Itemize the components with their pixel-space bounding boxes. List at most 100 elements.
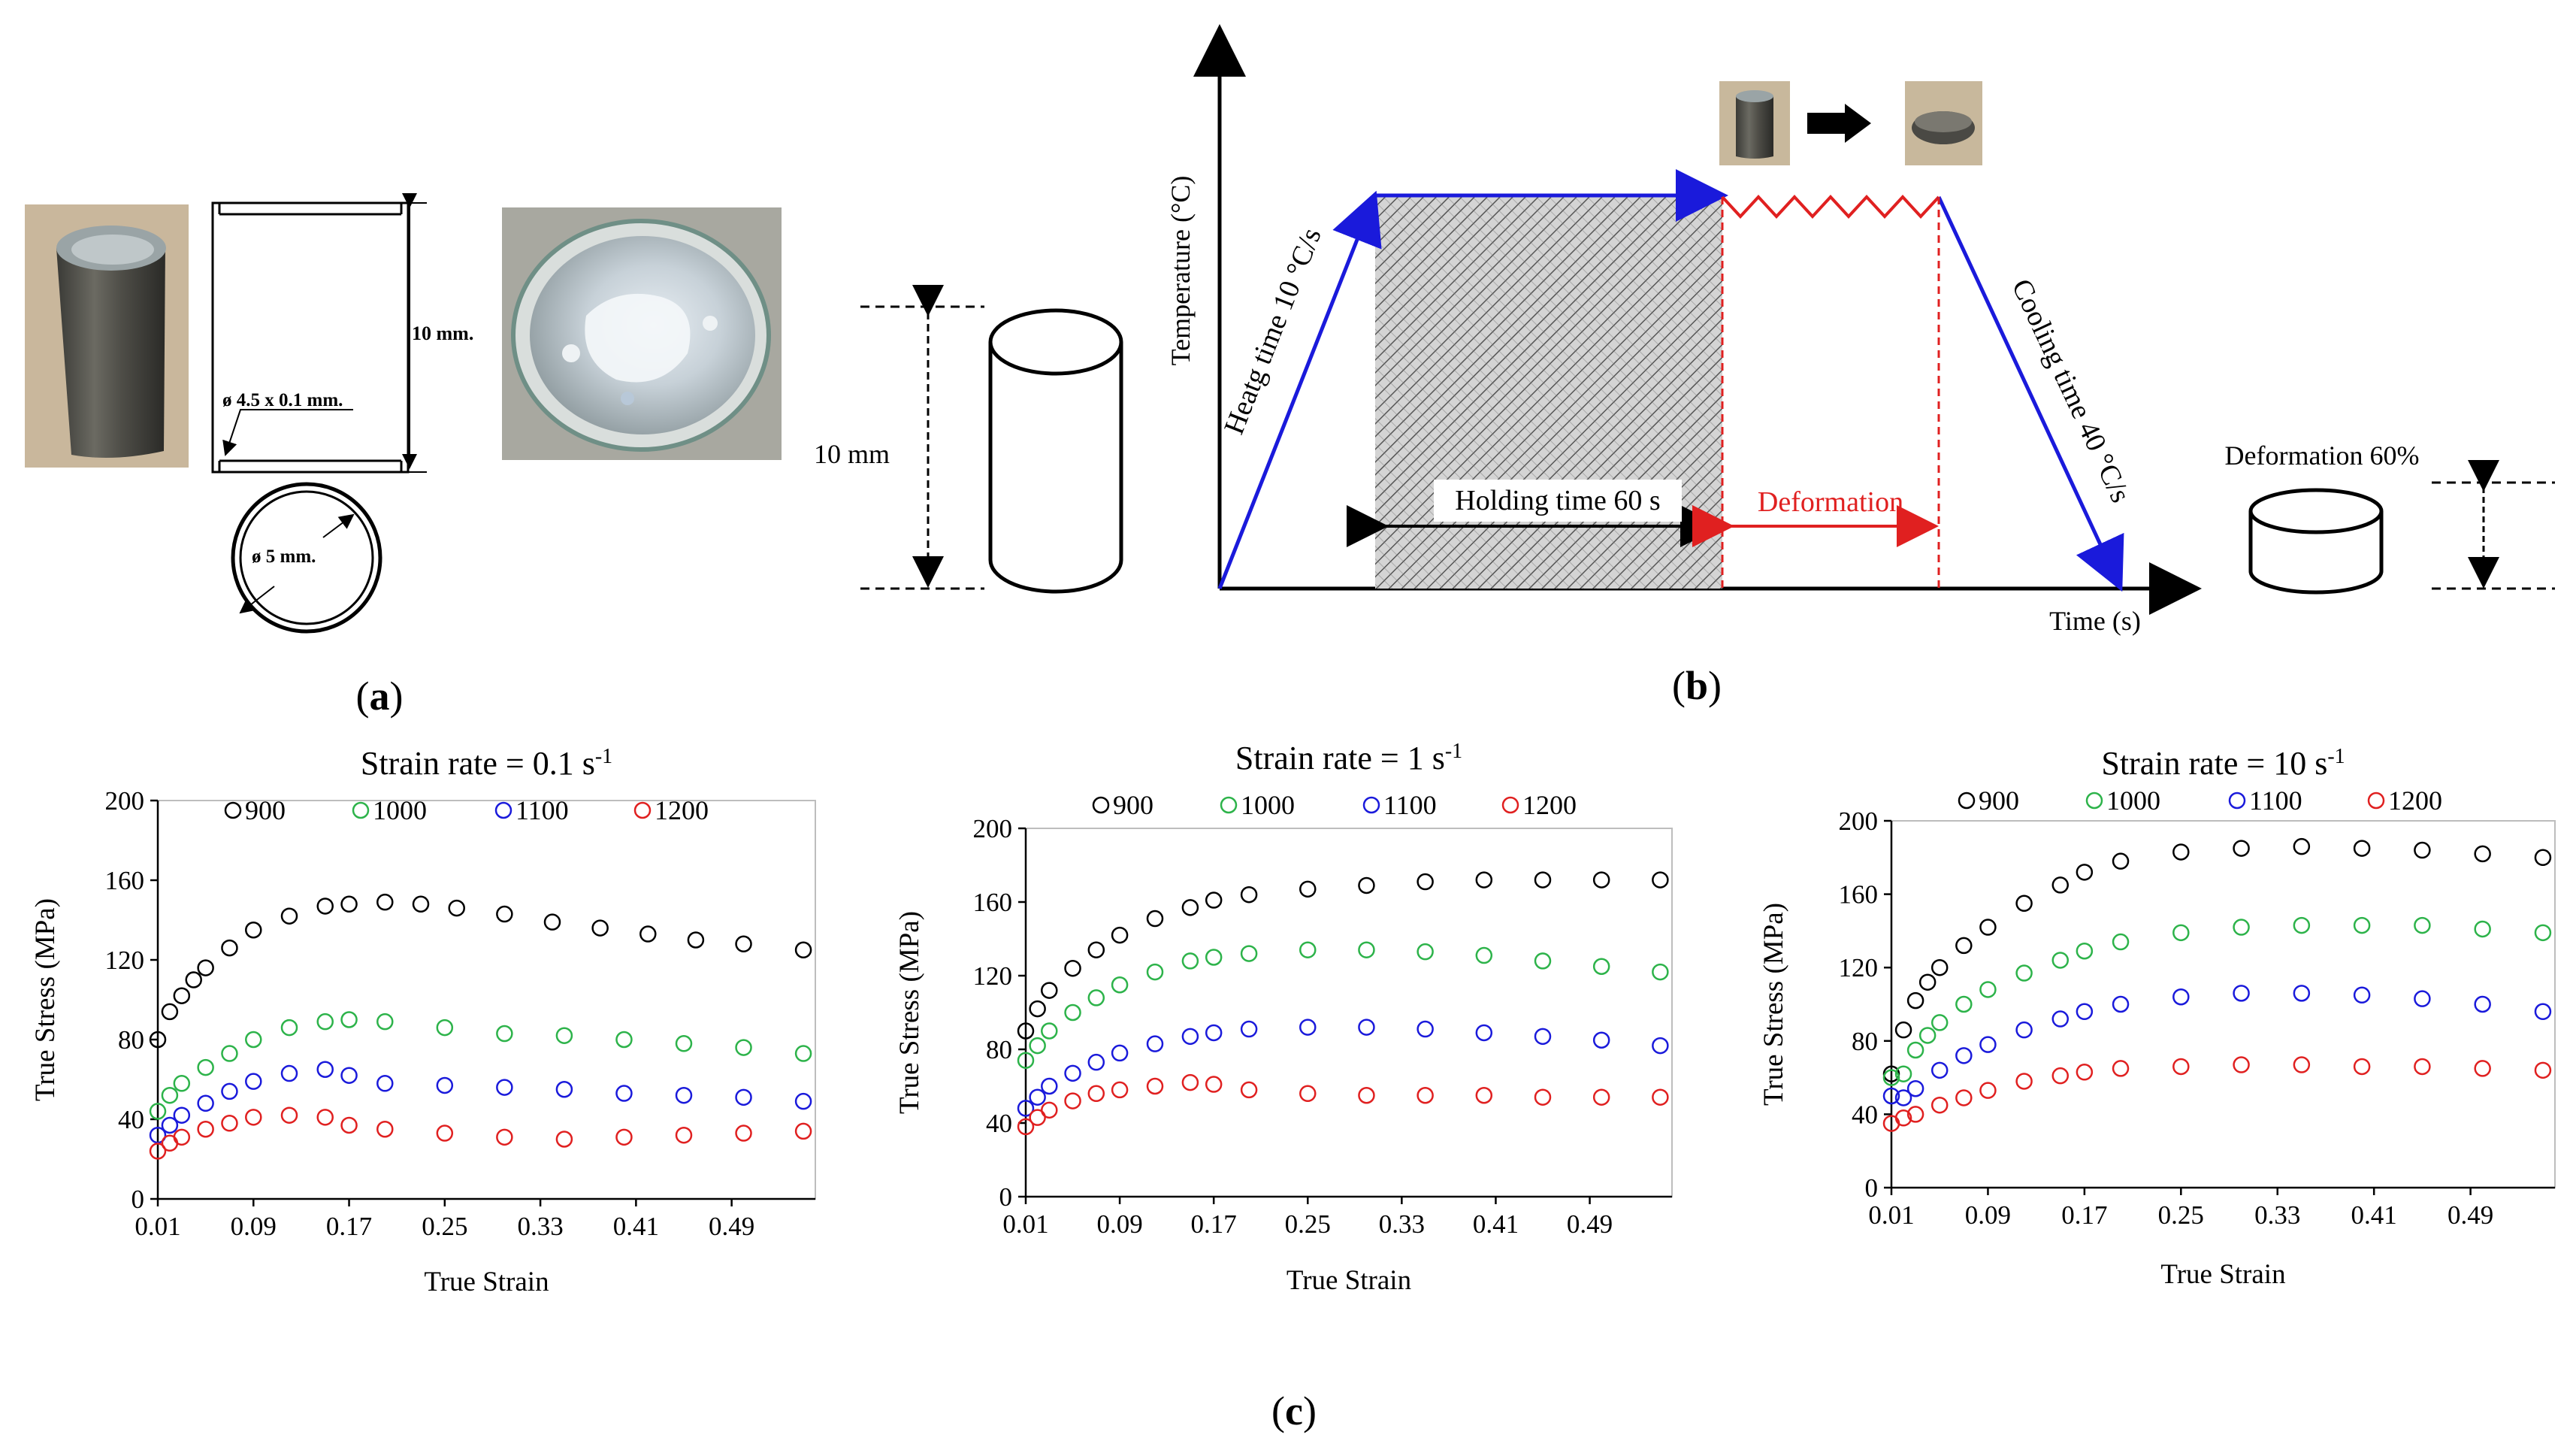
- data-point-1200: [1029, 1109, 1046, 1126]
- data-point-1000: [1534, 952, 1552, 970]
- legend-marker: [1362, 796, 1380, 814]
- data-point-900: [1592, 871, 1610, 888]
- data-point-1100: [1930, 1061, 1949, 1079]
- data-point-1200: [376, 1121, 394, 1138]
- data-point-1200: [221, 1115, 238, 1132]
- data-point-1000: [1029, 1037, 1046, 1055]
- legend-marker: [2085, 792, 2103, 810]
- data-point-1100: [197, 1094, 214, 1112]
- data-point-900: [149, 1031, 167, 1049]
- dim-tube-label: ø 4.5 x 0.1 mm.: [222, 390, 343, 410]
- y-tick-label: 40: [118, 1105, 144, 1134]
- data-point-1100: [675, 1086, 693, 1104]
- y-tick-label: 0: [132, 1185, 145, 1214]
- data-point-900: [340, 895, 358, 913]
- time-axis-label: Time (s): [2049, 606, 2141, 636]
- legend-label: 1000: [373, 795, 427, 825]
- data-point-900: [591, 919, 609, 937]
- label-c: (c): [1271, 1388, 1317, 1433]
- y-tick-label: 160: [105, 866, 145, 895]
- data-point-1000: [1041, 1022, 1058, 1040]
- legend-label: 900: [1113, 790, 1153, 820]
- data-point-1100: [2015, 1021, 2033, 1039]
- data-point-1200: [675, 1126, 693, 1144]
- holding-label: Holding time 60 s: [1455, 485, 1660, 516]
- data-point-1200: [1146, 1077, 1164, 1095]
- data-point-900: [2051, 876, 2070, 894]
- x-tick-label: 0.41: [613, 1212, 659, 1241]
- data-point-900: [1240, 885, 1258, 904]
- data-point-900: [1181, 899, 1199, 916]
- data-point-900: [1029, 1000, 1046, 1018]
- y-axis-label: True Stress (MPa): [894, 911, 925, 1114]
- data-point-1100: [1181, 1028, 1199, 1046]
- arrow-icon: [1807, 104, 1871, 143]
- data-point-1200: [1475, 1087, 1493, 1104]
- legend-label: 1200: [655, 795, 709, 825]
- data-point-1200: [794, 1122, 812, 1140]
- data-point-1200: [496, 1128, 513, 1146]
- plot-frame: [1891, 820, 2556, 1188]
- data-point-1100: [1064, 1064, 1081, 1082]
- heating-line: [1217, 190, 1382, 589]
- data-point-1200: [1041, 1101, 1058, 1119]
- data-point-1000: [1955, 995, 1973, 1013]
- legend-marker: [1958, 792, 1976, 810]
- data-point-1200: [2015, 1073, 2033, 1090]
- data-point-1200: [2353, 1058, 2371, 1076]
- data-point-1100: [1087, 1053, 1105, 1071]
- data-point-900: [2353, 840, 2371, 857]
- data-point-900: [1930, 958, 1949, 976]
- data-point-1000: [496, 1025, 513, 1043]
- data-point-1000: [1146, 963, 1164, 981]
- data-point-1200: [555, 1131, 573, 1148]
- x-tick-label: 0.49: [2448, 1200, 2493, 1230]
- data-point-1200: [2233, 1056, 2250, 1073]
- x-tick-label: 0.01: [1002, 1209, 1048, 1239]
- data-point-1000: [1882, 1069, 1900, 1086]
- data-point-1000: [2414, 916, 2431, 934]
- data-point-1200: [2414, 1058, 2431, 1076]
- data-point-900: [1358, 876, 1375, 894]
- data-point-1100: [1416, 1020, 1434, 1038]
- data-point-900: [735, 935, 752, 953]
- data-point-1000: [2051, 952, 2070, 969]
- specimen-height-label: 10 mm: [814, 439, 890, 469]
- x-tick-label: 0.49: [1567, 1209, 1613, 1239]
- data-point-900: [1111, 926, 1129, 944]
- data-point-900: [2076, 864, 2094, 881]
- data-point-1100: [1017, 1100, 1035, 1117]
- data-point-1100: [2051, 1010, 2070, 1028]
- data-point-900: [1955, 937, 1973, 955]
- data-point-1000: [1918, 1027, 1937, 1044]
- data-point-900: [245, 922, 262, 939]
- data-point-1000: [1652, 963, 1669, 981]
- tube-drawing: [211, 193, 427, 474]
- data-point-1000: [1906, 1041, 1924, 1059]
- data-point-1200: [1894, 1109, 1912, 1127]
- legend-marker: [633, 801, 652, 819]
- legend-label: 1000: [1241, 790, 1295, 820]
- legend-marker: [2228, 792, 2246, 810]
- data-point-1200: [316, 1109, 334, 1126]
- data-point-1100: [2233, 985, 2250, 1002]
- panel-b: 10 mm Temperature (°C) Time (s) Holding …: [814, 24, 2555, 708]
- x-tick-label: 0.17: [1191, 1209, 1237, 1239]
- x-tick-label: 0.33: [1379, 1209, 1425, 1239]
- legend-marker: [224, 801, 242, 819]
- data-point-1100: [2112, 995, 2130, 1013]
- data-point-1100: [1955, 1047, 1973, 1064]
- data-point-900: [1017, 1022, 1035, 1040]
- y-tick-label: 120: [973, 961, 1013, 991]
- x-tick-label: 0.01: [1868, 1200, 1914, 1230]
- x-tick-label: 0.17: [2061, 1200, 2107, 1230]
- data-point-900: [221, 939, 238, 957]
- data-point-1100: [2353, 986, 2371, 1004]
- label-a: (a): [356, 674, 404, 719]
- y-tick-label: 120: [105, 946, 145, 975]
- data-point-1100: [794, 1092, 812, 1110]
- x-tick-label: 0.25: [422, 1212, 467, 1241]
- deformation-zigzag: [1721, 195, 1940, 219]
- data-point-900: [1906, 991, 1924, 1010]
- label-b: (b): [1672, 663, 1722, 708]
